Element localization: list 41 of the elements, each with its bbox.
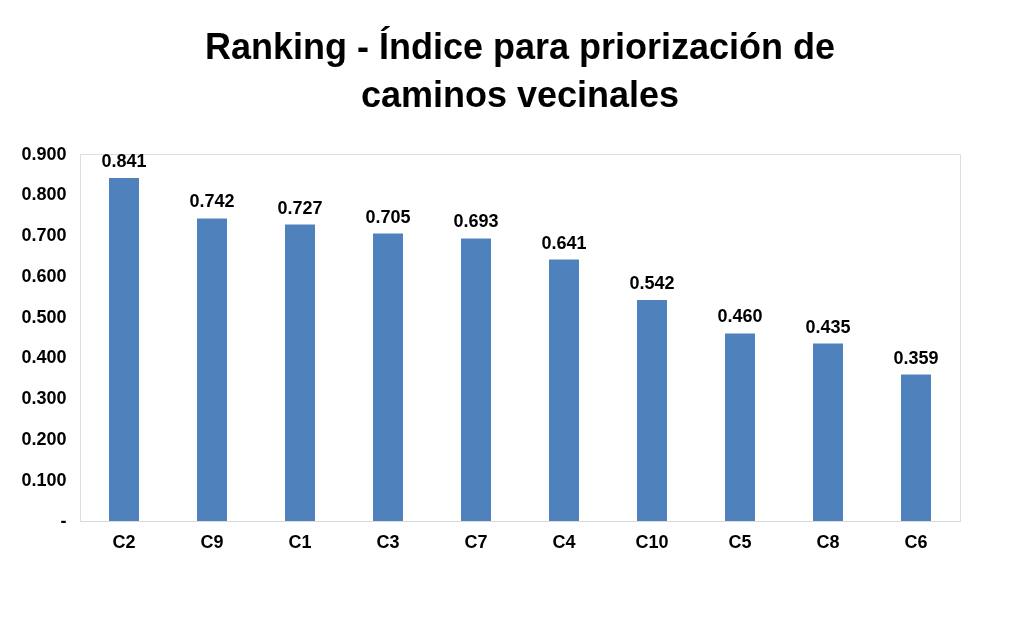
data-label: 0.693 bbox=[453, 211, 499, 232]
data-label: 0.705 bbox=[365, 206, 411, 227]
y-tick-label: 0.300 bbox=[21, 388, 67, 409]
x-tick-label: C3 bbox=[376, 531, 400, 552]
bar bbox=[549, 259, 579, 521]
bar bbox=[285, 224, 315, 521]
x-tick-label: C10 bbox=[635, 531, 669, 552]
x-tick-label: C1 bbox=[288, 531, 312, 552]
bar bbox=[197, 218, 227, 521]
x-tick-label: C4 bbox=[552, 531, 576, 552]
data-label: 0.742 bbox=[189, 191, 235, 212]
x-tick-label: C7 bbox=[464, 531, 488, 552]
data-label: 0.641 bbox=[541, 232, 587, 253]
y-tick-label: 0.400 bbox=[21, 347, 67, 368]
bar bbox=[461, 238, 491, 521]
y-tick-label: 0.800 bbox=[21, 184, 67, 205]
data-label: 0.359 bbox=[893, 347, 939, 368]
y-tick-label: 0.900 bbox=[21, 143, 67, 164]
y-tick-label: 0.700 bbox=[21, 225, 67, 246]
data-label: 0.435 bbox=[805, 316, 851, 337]
data-label: 0.542 bbox=[629, 272, 675, 293]
bar bbox=[373, 233, 403, 521]
y-tick-label: - bbox=[60, 510, 67, 531]
bar bbox=[637, 299, 667, 521]
bar bbox=[725, 333, 755, 521]
data-label: 0.460 bbox=[717, 306, 763, 327]
y-tick-label: 0.600 bbox=[21, 265, 67, 286]
x-tick-label: C9 bbox=[200, 531, 224, 552]
y-tick-label: 0.500 bbox=[21, 306, 67, 327]
x-tick-label: C2 bbox=[112, 531, 136, 552]
x-tick-label: C5 bbox=[728, 531, 752, 552]
y-tick-label: 0.100 bbox=[21, 469, 67, 490]
y-tick-label: 0.200 bbox=[21, 428, 67, 449]
bar bbox=[901, 374, 931, 521]
data-label: 0.841 bbox=[101, 151, 147, 172]
x-tick-label: C6 bbox=[904, 531, 928, 552]
bar bbox=[109, 178, 139, 521]
chart-title: Ranking - Índice para priorización de caminos vecinales bbox=[204, 26, 836, 115]
data-label: 0.727 bbox=[277, 197, 323, 218]
bar bbox=[813, 343, 843, 521]
x-tick-label: C8 bbox=[816, 531, 840, 552]
